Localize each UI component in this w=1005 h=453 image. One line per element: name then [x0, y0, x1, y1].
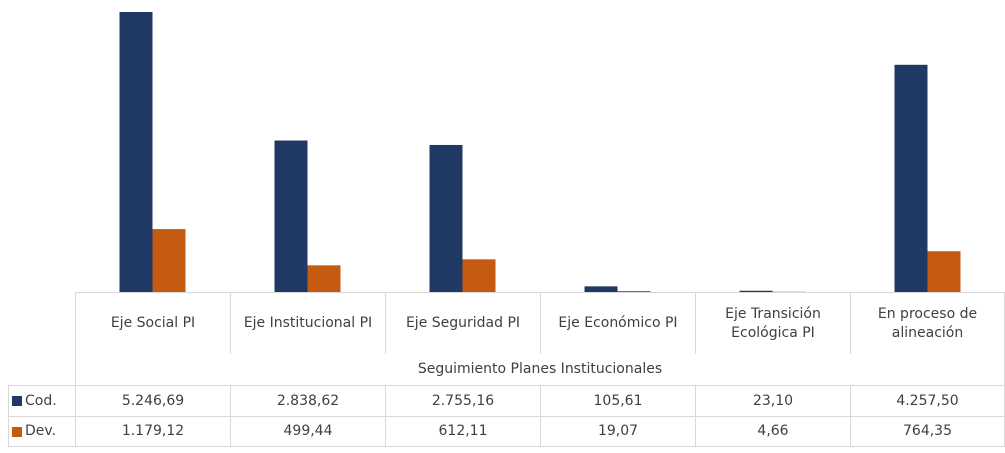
axis-title: Seguimiento Planes Institucionales [75, 354, 1005, 385]
bar [119, 12, 153, 292]
bar [894, 64, 928, 292]
bar [274, 140, 308, 292]
table-value: 2.838,62 [230, 385, 385, 416]
category-label: Eje Social PI [75, 292, 230, 354]
bar [152, 229, 186, 292]
legend-label: Dev. [25, 423, 57, 439]
category-label: Eje Seguridad PI [385, 292, 540, 354]
legend-entry: Cod. [8, 385, 75, 416]
bar [584, 286, 618, 292]
category-label: Eje Económico PI [540, 292, 695, 354]
legend-key [12, 426, 22, 437]
legend-label: Cod. [25, 392, 57, 409]
table-value: 4,66 [695, 416, 850, 447]
category-label: Eje Transición Ecológica PI [695, 292, 850, 354]
table-value: 23,10 [695, 385, 850, 416]
table-value: 2.755,16 [385, 385, 540, 416]
table-value: 499,44 [230, 416, 385, 447]
table-value: 764,35 [850, 416, 1005, 447]
bar [739, 290, 773, 292]
table-value: 5.246,69 [75, 385, 230, 416]
table-value: 612,11 [385, 416, 540, 447]
category-label: En proceso de alineación [850, 292, 1005, 354]
table-value: 105,61 [540, 385, 695, 416]
bar [617, 290, 651, 292]
table-value: 4.257,50 [850, 385, 1005, 416]
table-value: 19,07 [540, 416, 695, 447]
table-value: 1.179,12 [75, 416, 230, 447]
bar [307, 265, 341, 292]
legend-key [12, 396, 22, 406]
legend-entry: Dev. [8, 416, 75, 447]
category-label: Eje Institucional PI [230, 292, 385, 354]
bar [429, 144, 463, 292]
bar [462, 259, 496, 292]
bar [927, 251, 961, 292]
